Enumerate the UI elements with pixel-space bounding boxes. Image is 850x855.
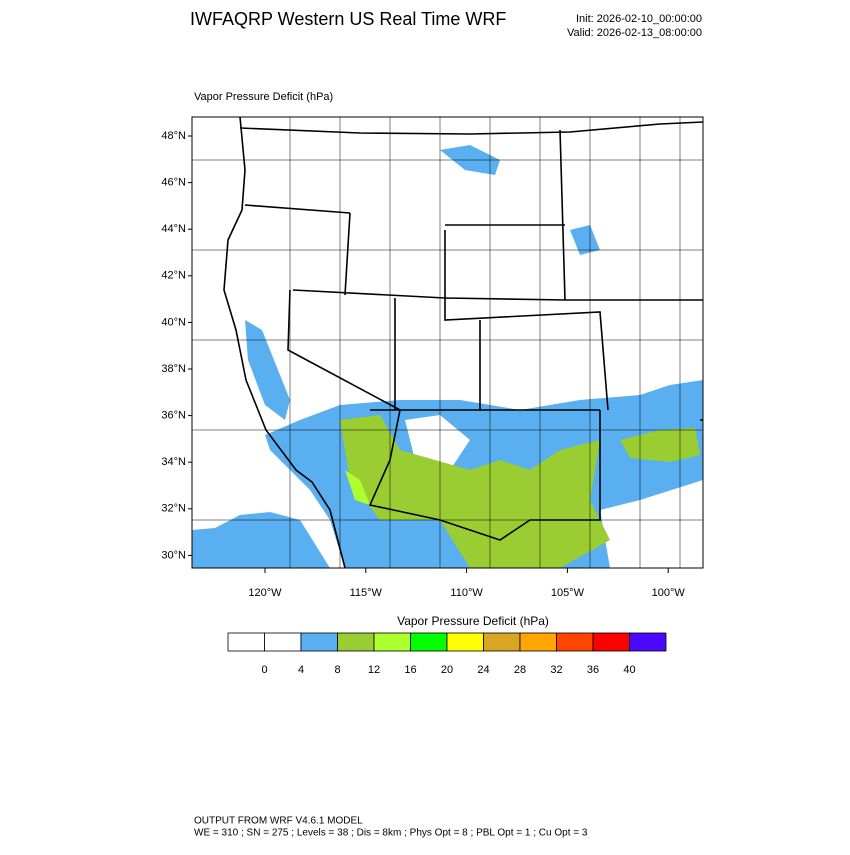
colorbar-box [556,632,594,652]
colorbar-box [264,632,302,652]
colorbar-box [446,632,484,652]
lat-label: 30°N [161,549,186,561]
lat-label: 46°N [161,177,186,189]
footer-line: WE = 310 ; SN = 275 ; Levels = 38 ; Dis … [194,828,588,839]
colorbar-tick-label: 4 [298,664,304,676]
footer: OUTPUT FROM WRF V4.6.1 MODEL WE = 310 ; … [194,816,588,839]
colorbar-box [373,632,411,652]
lat-label: 40°N [161,316,186,328]
colorbar-tick-label: 12 [368,664,380,676]
colorbar-tick-label: 16 [404,664,416,676]
lat-label: 34°N [161,456,186,468]
lon-label: 110°W [450,587,483,599]
lon-label: 105°W [551,587,585,599]
colorbar-tick-label: 0 [261,664,267,676]
colorbar-box [300,632,338,652]
colorbar-box [629,632,667,652]
colorbar-tick-label: 40 [623,664,635,676]
lat-label: 32°N [161,503,186,515]
colorbar-box [592,632,630,652]
lat-label: 42°N [161,270,186,282]
colorbar-box [227,632,265,652]
lon-label: 115°W [350,587,383,599]
colorbar-tick-label: 20 [441,664,453,676]
colorbar-box [483,632,521,652]
colorbar-tick-label: 24 [477,664,489,676]
lat-label: 44°N [161,223,186,235]
init-time: Init: 2026-02-10_00:00:00 [576,13,702,25]
colorbar-tick-label: 36 [587,664,599,676]
colorbar-tick-label: 28 [514,664,526,676]
lat-label: 48°N [161,130,186,142]
colorbar-box [410,632,448,652]
footer-line: OUTPUT FROM WRF V4.6.1 MODEL [194,816,363,827]
colorbar-title: Vapor Pressure Deficit (hPa) [397,614,549,628]
lat-label: 38°N [161,363,186,375]
colorbar-box [519,632,557,652]
colorbar-tick-label: 8 [334,664,340,676]
colorbar-box [337,632,375,652]
lon-label: 120°W [248,587,282,599]
lat-label: 36°N [161,410,186,422]
colorbar-tick-label: 32 [550,664,562,676]
lon-label: 100°W [652,587,686,599]
map [191,116,704,569]
main-title: IWFAQRP Western US Real Time WRF [190,9,506,29]
map-title: Vapor Pressure Deficit (hPa) [194,91,333,103]
valid-time: Valid: 2026-02-13_08:00:00 [567,27,702,39]
